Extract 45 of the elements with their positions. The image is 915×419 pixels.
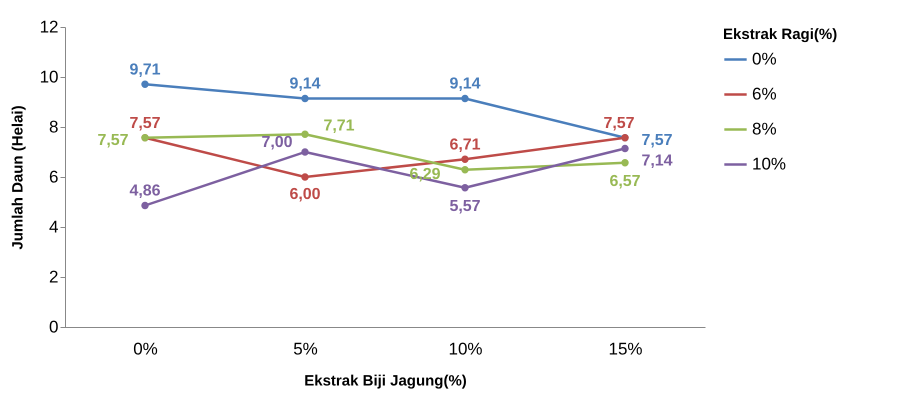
- x-tick-label: 10%: [448, 340, 483, 358]
- point: [461, 166, 469, 174]
- y-axis-title: Jumlah Daun (Helai): [10, 105, 27, 250]
- point: [461, 156, 469, 163]
- y-tick-label: 10: [40, 68, 58, 86]
- data-label: 9,14: [449, 76, 481, 92]
- data-label: 7,71: [323, 117, 355, 134]
- data-label: 7,00: [261, 134, 293, 151]
- y-tick-label: 4: [49, 218, 58, 236]
- data-label: 4,86: [129, 182, 161, 200]
- point: [301, 94, 309, 102]
- y-tick-label: 0: [49, 318, 58, 336]
- data-label: 6,71: [449, 136, 481, 154]
- data-label: 7,57: [97, 132, 129, 149]
- data-label: 6,00: [289, 186, 321, 203]
- legend-label: 0%: [752, 50, 777, 68]
- data-label: 9,14: [289, 76, 321, 92]
- point: [141, 80, 149, 88]
- point: [301, 148, 309, 156]
- y-tick-label: 8: [49, 118, 58, 136]
- legend-label: 8%: [752, 120, 777, 138]
- data-label: 9,71: [129, 61, 161, 78]
- y-tick-label: 2: [49, 268, 58, 286]
- x-tick-label: 15%: [608, 340, 643, 358]
- data-label: 7,57: [129, 114, 161, 132]
- data-label: 7,14: [641, 152, 673, 170]
- point: [621, 144, 629, 152]
- point: [461, 94, 469, 102]
- y-tick-label: 12: [40, 18, 58, 36]
- y-tick-label: 6: [49, 168, 58, 186]
- point: [461, 184, 469, 192]
- point: [621, 159, 629, 166]
- data-label: 6,57: [609, 172, 641, 190]
- x-tick-label: 5%: [293, 340, 318, 358]
- data-label: 5,57: [449, 198, 481, 215]
- legend-label: 6%: [752, 84, 777, 104]
- point: [141, 202, 149, 210]
- data-label: 7,57: [641, 132, 673, 149]
- point: [301, 130, 309, 138]
- data-label: 7,57: [603, 114, 635, 132]
- legend-label: 10%: [752, 154, 786, 174]
- x-axis-title: Ekstrak Biji Jagung(%): [304, 372, 467, 390]
- legend-title: Ekstrak Ragi(%): [723, 26, 838, 43]
- point: [301, 173, 309, 181]
- x-tick-label: 0%: [133, 340, 158, 358]
